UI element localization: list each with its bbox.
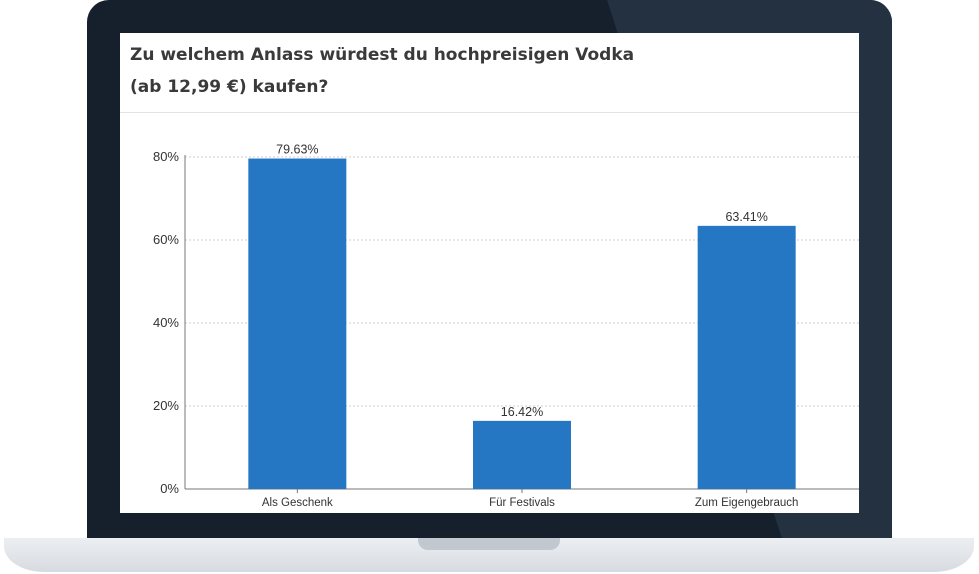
y-tick-label: 0% bbox=[160, 481, 179, 496]
x-category-label: Zum Eigengebrauch bbox=[695, 497, 799, 509]
title-divider bbox=[120, 112, 859, 113]
bar bbox=[697, 225, 796, 489]
bar-value-label: 16.42% bbox=[501, 405, 543, 419]
y-tick-label: 20% bbox=[153, 398, 179, 413]
bar-value-label: 63.41% bbox=[725, 210, 767, 224]
bar-value-label: 79.63% bbox=[276, 143, 318, 157]
bar-chart: 0% 20% 40% 60% 80% 79.63% Als Geschenk 16.42% Fü… bbox=[153, 143, 859, 509]
bar bbox=[248, 158, 347, 489]
x-category-label: Als Geschenk bbox=[262, 497, 333, 509]
laptop-screen: Zu welchem Anlass würdest du hochpreisig… bbox=[120, 33, 859, 513]
bar bbox=[473, 420, 571, 489]
chart-title-line-2: (ab 12,99 €) kaufen? bbox=[130, 77, 329, 97]
y-tick-label: 40% bbox=[153, 315, 179, 330]
laptop-notch bbox=[418, 538, 560, 550]
y-tick-label: 60% bbox=[153, 232, 179, 247]
y-tick-label: 80% bbox=[153, 149, 179, 164]
chart-title-line-1: Zu welchem Anlass würdest du hochpreisig… bbox=[130, 45, 635, 65]
chart-title: Zu welchem Anlass würdest du hochpreisig… bbox=[130, 39, 830, 103]
x-category-label: Für Festivals bbox=[489, 497, 555, 509]
